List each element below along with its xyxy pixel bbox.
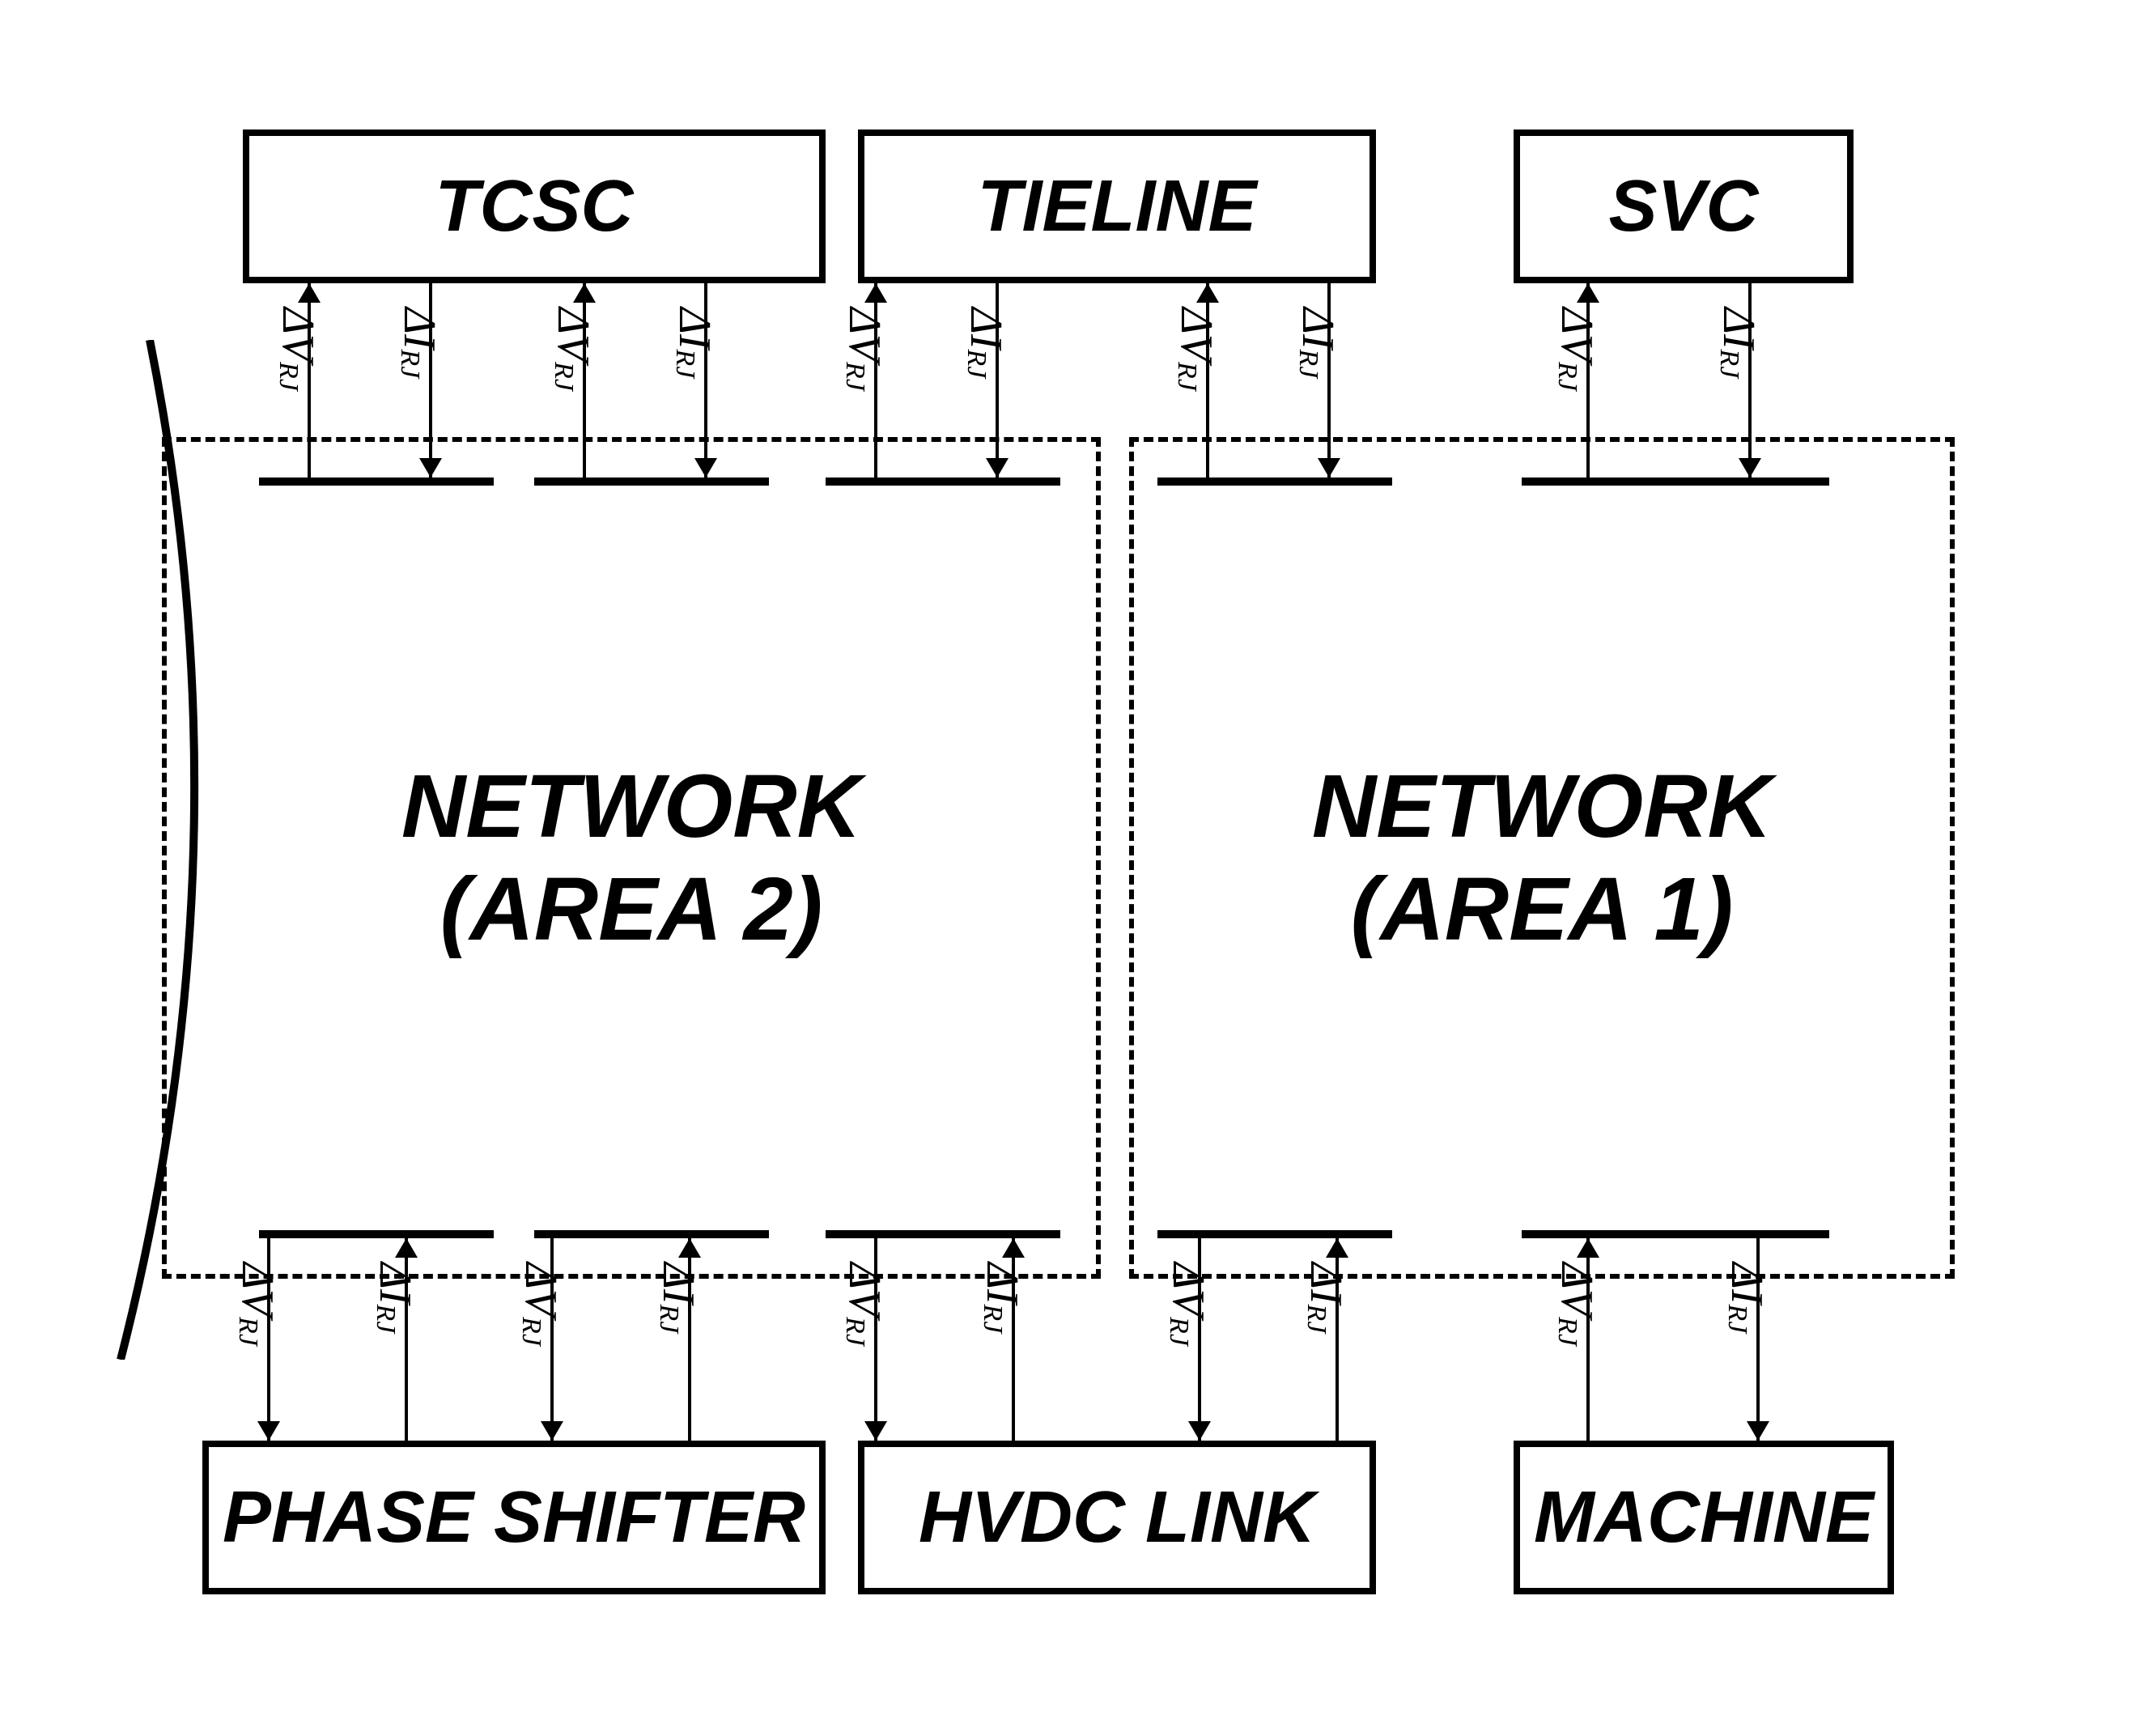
arrowhead (678, 1238, 701, 1258)
bus-bar (826, 478, 1060, 486)
arrowhead (1002, 1238, 1025, 1258)
arrowhead (1326, 1238, 1348, 1258)
arrowhead (1739, 458, 1761, 478)
bus-bar (259, 1230, 494, 1238)
network-area1-box: NETWORK(AREA 1) (1129, 437, 1955, 1279)
arrowhead (1577, 1238, 1599, 1258)
tieline-box: TIELINE (858, 129, 1376, 283)
diagram-canvas: TCSCTIELINE SVC PHASE SHIFTERHVDC LINK MACH… (0, 0, 2136, 1736)
arrowhead (1318, 458, 1340, 478)
delta-i-label: ΔIRJ (1292, 308, 1344, 378)
delta-v-label: ΔVRJ (839, 1263, 890, 1346)
arrowhead (419, 458, 442, 478)
bus-bar (1157, 1230, 1392, 1238)
arrowhead (573, 283, 596, 303)
arrowhead (1188, 1421, 1211, 1441)
svc-box: SVC (1514, 129, 1854, 283)
arrowhead (864, 283, 887, 303)
bus-bar (259, 478, 494, 486)
delta-v-label: ΔVRJ (1170, 308, 1222, 391)
machine-box: MACHINE (1514, 1441, 1894, 1594)
delta-i-label: ΔIRJ (669, 308, 720, 378)
arrowhead (541, 1421, 563, 1441)
bus-bar (1522, 478, 1829, 486)
bus-bar (1157, 478, 1392, 486)
delta-v-label: ΔVRJ (839, 308, 890, 391)
delta-i-label: ΔIRJ (652, 1263, 704, 1333)
delta-i-label: ΔIRJ (1300, 1263, 1352, 1333)
arrowhead (694, 458, 717, 478)
delta-i-label: ΔIRJ (976, 1263, 1028, 1333)
delta-v-label: ΔVRJ (547, 308, 599, 391)
delta-v-label: ΔVRJ (515, 1263, 567, 1346)
phase-shifter-box: PHASE SHIFTER (202, 1441, 826, 1594)
arrowhead (1747, 1421, 1769, 1441)
arrowhead (1196, 283, 1219, 303)
arrowhead (864, 1421, 887, 1441)
continuation-curve (113, 340, 259, 1360)
hvdc-link-box: HVDC LINK (858, 1441, 1376, 1594)
bus-bar (534, 1230, 769, 1238)
bus-bar (1522, 1230, 1829, 1238)
bus-bar (534, 478, 769, 486)
delta-v-label: ΔVRJ (1551, 1263, 1603, 1346)
arrowhead (298, 283, 321, 303)
tcsc-box: TCSC (243, 129, 826, 283)
delta-v-label: ΔVRJ (272, 308, 324, 391)
bus-bar (826, 1230, 1060, 1238)
arrowhead (986, 458, 1009, 478)
delta-i-label: ΔIRJ (1713, 308, 1764, 378)
delta-v-label: ΔVRJ (1551, 308, 1603, 391)
arrowhead (395, 1238, 418, 1258)
arrowhead (257, 1421, 280, 1441)
delta-i-label: ΔIRJ (393, 308, 445, 378)
delta-i-label: ΔIRJ (1721, 1263, 1773, 1333)
arrowhead (1577, 283, 1599, 303)
network-area2-box: NETWORK(AREA 2) (162, 437, 1101, 1279)
delta-i-label: ΔIRJ (369, 1263, 421, 1333)
delta-i-label: ΔIRJ (960, 308, 1012, 378)
delta-v-label: ΔVRJ (1162, 1263, 1214, 1346)
